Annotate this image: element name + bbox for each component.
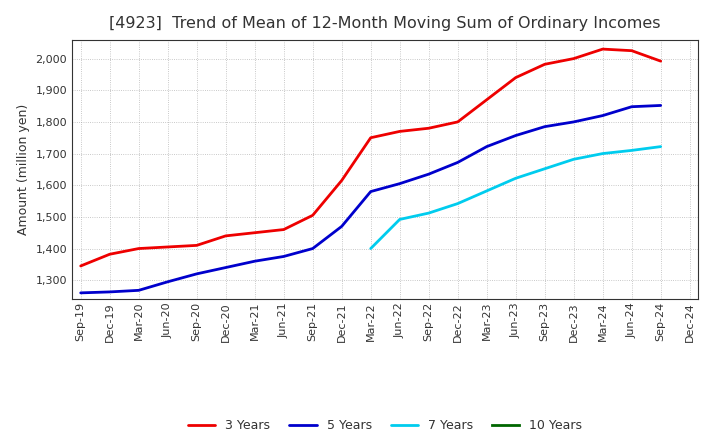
5 Years bbox=[163, 279, 172, 284]
3 Years bbox=[598, 47, 607, 52]
7 Years bbox=[627, 148, 636, 153]
7 Years bbox=[454, 201, 462, 206]
3 Years bbox=[105, 252, 114, 257]
5 Years bbox=[279, 254, 288, 259]
3 Years bbox=[511, 75, 520, 80]
5 Years bbox=[105, 289, 114, 294]
Line: 7 Years: 7 Years bbox=[371, 147, 661, 249]
3 Years bbox=[657, 59, 665, 64]
3 Years bbox=[251, 230, 259, 235]
5 Years bbox=[541, 124, 549, 129]
5 Years bbox=[366, 189, 375, 194]
3 Years bbox=[135, 246, 143, 251]
5 Years bbox=[338, 224, 346, 229]
3 Years bbox=[192, 243, 201, 248]
5 Years bbox=[511, 133, 520, 138]
Title: [4923]  Trend of Mean of 12-Month Moving Sum of Ordinary Incomes: [4923] Trend of Mean of 12-Month Moving … bbox=[109, 16, 661, 32]
Y-axis label: Amount (million yen): Amount (million yen) bbox=[17, 104, 30, 235]
Line: 3 Years: 3 Years bbox=[81, 49, 661, 266]
3 Years bbox=[395, 129, 404, 134]
3 Years bbox=[424, 125, 433, 131]
5 Years bbox=[570, 119, 578, 125]
7 Years bbox=[395, 217, 404, 222]
3 Years bbox=[482, 97, 491, 103]
3 Years bbox=[627, 48, 636, 53]
5 Years bbox=[76, 290, 85, 296]
7 Years bbox=[482, 188, 491, 194]
7 Years bbox=[657, 144, 665, 149]
7 Years bbox=[424, 210, 433, 216]
5 Years bbox=[657, 103, 665, 108]
5 Years bbox=[251, 259, 259, 264]
3 Years bbox=[541, 62, 549, 67]
7 Years bbox=[511, 176, 520, 181]
7 Years bbox=[570, 157, 578, 162]
7 Years bbox=[598, 151, 607, 156]
5 Years bbox=[482, 144, 491, 149]
7 Years bbox=[366, 246, 375, 251]
5 Years bbox=[454, 160, 462, 165]
3 Years bbox=[570, 56, 578, 61]
5 Years bbox=[424, 172, 433, 177]
5 Years bbox=[135, 288, 143, 293]
5 Years bbox=[598, 113, 607, 118]
3 Years bbox=[308, 213, 317, 218]
5 Years bbox=[627, 104, 636, 110]
3 Years bbox=[76, 263, 85, 268]
5 Years bbox=[192, 271, 201, 276]
5 Years bbox=[395, 181, 404, 186]
3 Years bbox=[279, 227, 288, 232]
3 Years bbox=[338, 178, 346, 183]
3 Years bbox=[221, 233, 230, 238]
Legend: 3 Years, 5 Years, 7 Years, 10 Years: 3 Years, 5 Years, 7 Years, 10 Years bbox=[183, 414, 588, 437]
3 Years bbox=[163, 244, 172, 249]
Line: 5 Years: 5 Years bbox=[81, 106, 661, 293]
3 Years bbox=[366, 135, 375, 140]
5 Years bbox=[308, 246, 317, 251]
7 Years bbox=[541, 166, 549, 172]
3 Years bbox=[454, 119, 462, 125]
5 Years bbox=[221, 265, 230, 270]
